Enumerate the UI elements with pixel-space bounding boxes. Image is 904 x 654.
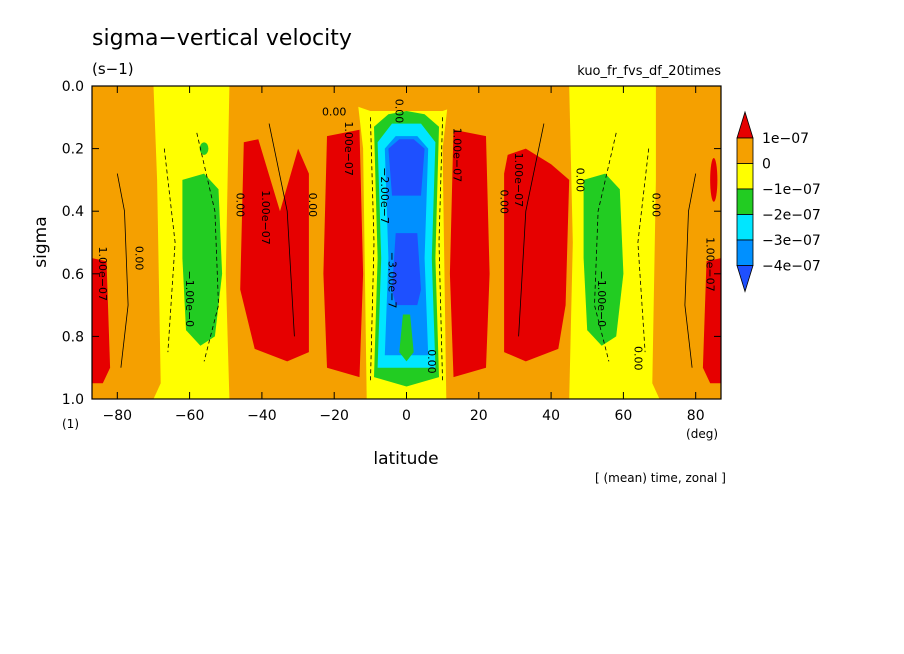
contour-label: −1.00e−0 xyxy=(595,270,608,327)
colorbar-label: 0 xyxy=(762,157,771,173)
contour-label: 1.00e−07 xyxy=(96,247,109,301)
contour-label: 1.00e−07 xyxy=(342,121,355,175)
zone-pos-nh-polar xyxy=(652,86,721,399)
contour-label: 0.00 xyxy=(425,349,438,374)
contour-8 xyxy=(684,173,697,368)
contour-7 xyxy=(637,148,650,353)
contour-4 xyxy=(268,123,295,337)
cell-pos-7 xyxy=(710,157,718,202)
colorbar-segment xyxy=(736,239,754,266)
x-tick-label: 80 xyxy=(687,408,705,424)
x-axis: −80 −60 −40 −20 0 20 40 60 80 xyxy=(103,86,705,424)
y-tick-label: 0.8 xyxy=(62,329,84,345)
contour-fill xyxy=(92,86,721,399)
colorbar-label: −2e−07 xyxy=(762,208,821,224)
column-deep-1 xyxy=(388,139,425,196)
colorbar-segment xyxy=(736,137,754,164)
colorbar-top-arrow xyxy=(736,110,754,139)
contour-label: 1.00e−07 xyxy=(259,190,272,244)
colorbar-segment xyxy=(736,188,754,215)
contour-lines xyxy=(116,117,697,384)
colorbar-segment xyxy=(736,163,754,190)
run-name: kuo_fr_fvs_df_20times xyxy=(577,64,721,79)
cell-pos-2 xyxy=(240,139,309,362)
y-tick-label: 0.6 xyxy=(62,267,84,283)
column-green-inner xyxy=(399,314,414,362)
x-tick-label: 40 xyxy=(542,408,560,424)
x-axis-label: latitude xyxy=(373,449,438,469)
colorbar-label: −1e−07 xyxy=(762,182,821,198)
y-tick-label: 0.2 xyxy=(62,142,84,158)
contour-labels: 0.000.00 0.000.000.000.000.000.000.001.00… xyxy=(96,99,716,374)
contour-label: 0.00 xyxy=(322,106,347,119)
cell-pos-4 xyxy=(449,129,490,378)
cell-pos-3 xyxy=(323,129,364,378)
colorbar-label: −3e−07 xyxy=(762,233,821,249)
contour-label: 1.00e−07 xyxy=(450,128,463,182)
y-tick-label: 0.4 xyxy=(62,204,84,220)
contour-label: 0.00 xyxy=(393,99,406,124)
y-axis-unit: (1) xyxy=(62,417,79,431)
x-tick-label: −80 xyxy=(103,408,133,424)
contour-2 xyxy=(163,148,176,353)
contour-label: 0.00 xyxy=(497,190,510,215)
x-axis-unit: (deg) xyxy=(686,427,718,441)
contour-label: 1.00e−07 xyxy=(512,153,525,207)
x-tick-label: −60 xyxy=(175,408,205,424)
contour-label: 0.00 xyxy=(631,346,644,371)
x-tick-label: 20 xyxy=(470,408,488,424)
contour-label: 0.00 xyxy=(234,193,247,218)
x-tick-label: −20 xyxy=(319,408,349,424)
colorbar-bottom-arrow xyxy=(736,265,754,293)
contour-label: 1.00e−07 xyxy=(704,237,717,291)
cell-neg-sh xyxy=(182,173,223,346)
contour-5 xyxy=(518,123,545,337)
zone-pos-sh-polar xyxy=(92,86,161,399)
chart-title: sigma−vertical velocity xyxy=(92,26,352,51)
cell-neg-dot xyxy=(199,142,209,155)
column-deep-2 xyxy=(392,233,421,306)
colorbar-label: −4e−07 xyxy=(762,259,821,275)
contour-label: 0.00 xyxy=(132,246,145,271)
colorbar-label: 1e−07 xyxy=(762,131,809,147)
x-tick-label: 0 xyxy=(402,408,411,424)
footer-note: [ (mean) time, zonal ] xyxy=(595,471,726,485)
contour-1 xyxy=(116,173,129,368)
colorbar: 1e−07 0 −1e−07 −2e−07 −3e−07 −4e−07 xyxy=(736,110,821,293)
cell-pos-6 xyxy=(702,258,721,384)
cell-neg-nh xyxy=(583,173,624,346)
y-tick-label: 1.0 xyxy=(62,392,84,408)
y-tick-label: 0.0 xyxy=(62,79,84,95)
contour-label: −2.00e−7 xyxy=(378,167,391,224)
contour-label: 0.00 xyxy=(306,193,319,218)
chart-units: (s−1) xyxy=(92,60,134,78)
cell-pos-1 xyxy=(92,258,111,384)
y-axis-label: sigma xyxy=(31,216,51,267)
contour-label: 0.00 xyxy=(573,168,586,193)
y-axis: 0.0 0.2 0.4 0.6 0.8 1.0 xyxy=(62,79,721,408)
colorbar-segment xyxy=(736,214,754,241)
contour-6 xyxy=(594,132,617,362)
contour-10 xyxy=(438,117,443,384)
contour-label: 0.00 xyxy=(649,193,662,218)
x-tick-label: 60 xyxy=(614,408,632,424)
contour-label: −1.00e−0 xyxy=(183,270,196,327)
contour-3 xyxy=(196,132,219,362)
contour-9 xyxy=(370,117,375,384)
zone-pos-top xyxy=(298,86,515,111)
x-tick-label: −40 xyxy=(247,408,277,424)
contour-label: −3.00e−7 xyxy=(385,252,398,309)
